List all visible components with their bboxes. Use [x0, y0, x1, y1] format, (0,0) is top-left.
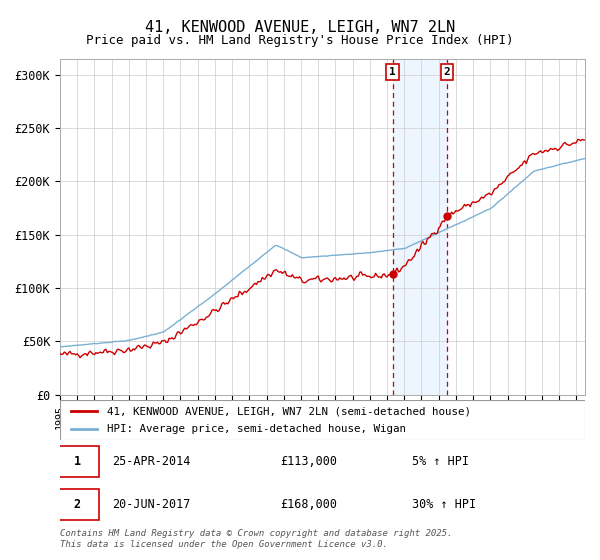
Text: 2: 2 — [74, 498, 81, 511]
Bar — [392, 59, 447, 395]
FancyBboxPatch shape — [55, 446, 100, 477]
Text: 5% ↑ HPI: 5% ↑ HPI — [412, 455, 469, 468]
Text: 41, KENWOOD AVENUE, LEIGH, WN7 2LN (semi-detached house): 41, KENWOOD AVENUE, LEIGH, WN7 2LN (semi… — [107, 407, 471, 417]
Text: 2: 2 — [443, 67, 450, 77]
Text: £113,000: £113,000 — [281, 455, 337, 468]
Text: Contains HM Land Registry data © Crown copyright and database right 2025.
This d: Contains HM Land Registry data © Crown c… — [60, 529, 452, 549]
Text: Price paid vs. HM Land Registry's House Price Index (HPI): Price paid vs. HM Land Registry's House … — [86, 34, 514, 46]
Text: 1: 1 — [389, 67, 396, 77]
Text: HPI: Average price, semi-detached house, Wigan: HPI: Average price, semi-detached house,… — [107, 423, 406, 433]
Text: £168,000: £168,000 — [281, 498, 337, 511]
Text: 1: 1 — [74, 455, 81, 468]
Point — [388, 270, 397, 279]
Text: 41, KENWOOD AVENUE, LEIGH, WN7 2LN: 41, KENWOOD AVENUE, LEIGH, WN7 2LN — [145, 20, 455, 35]
FancyBboxPatch shape — [60, 400, 585, 440]
FancyBboxPatch shape — [55, 489, 100, 520]
Text: 25-APR-2014: 25-APR-2014 — [113, 455, 191, 468]
Text: 30% ↑ HPI: 30% ↑ HPI — [412, 498, 476, 511]
Point — [442, 211, 452, 220]
Text: 20-JUN-2017: 20-JUN-2017 — [113, 498, 191, 511]
